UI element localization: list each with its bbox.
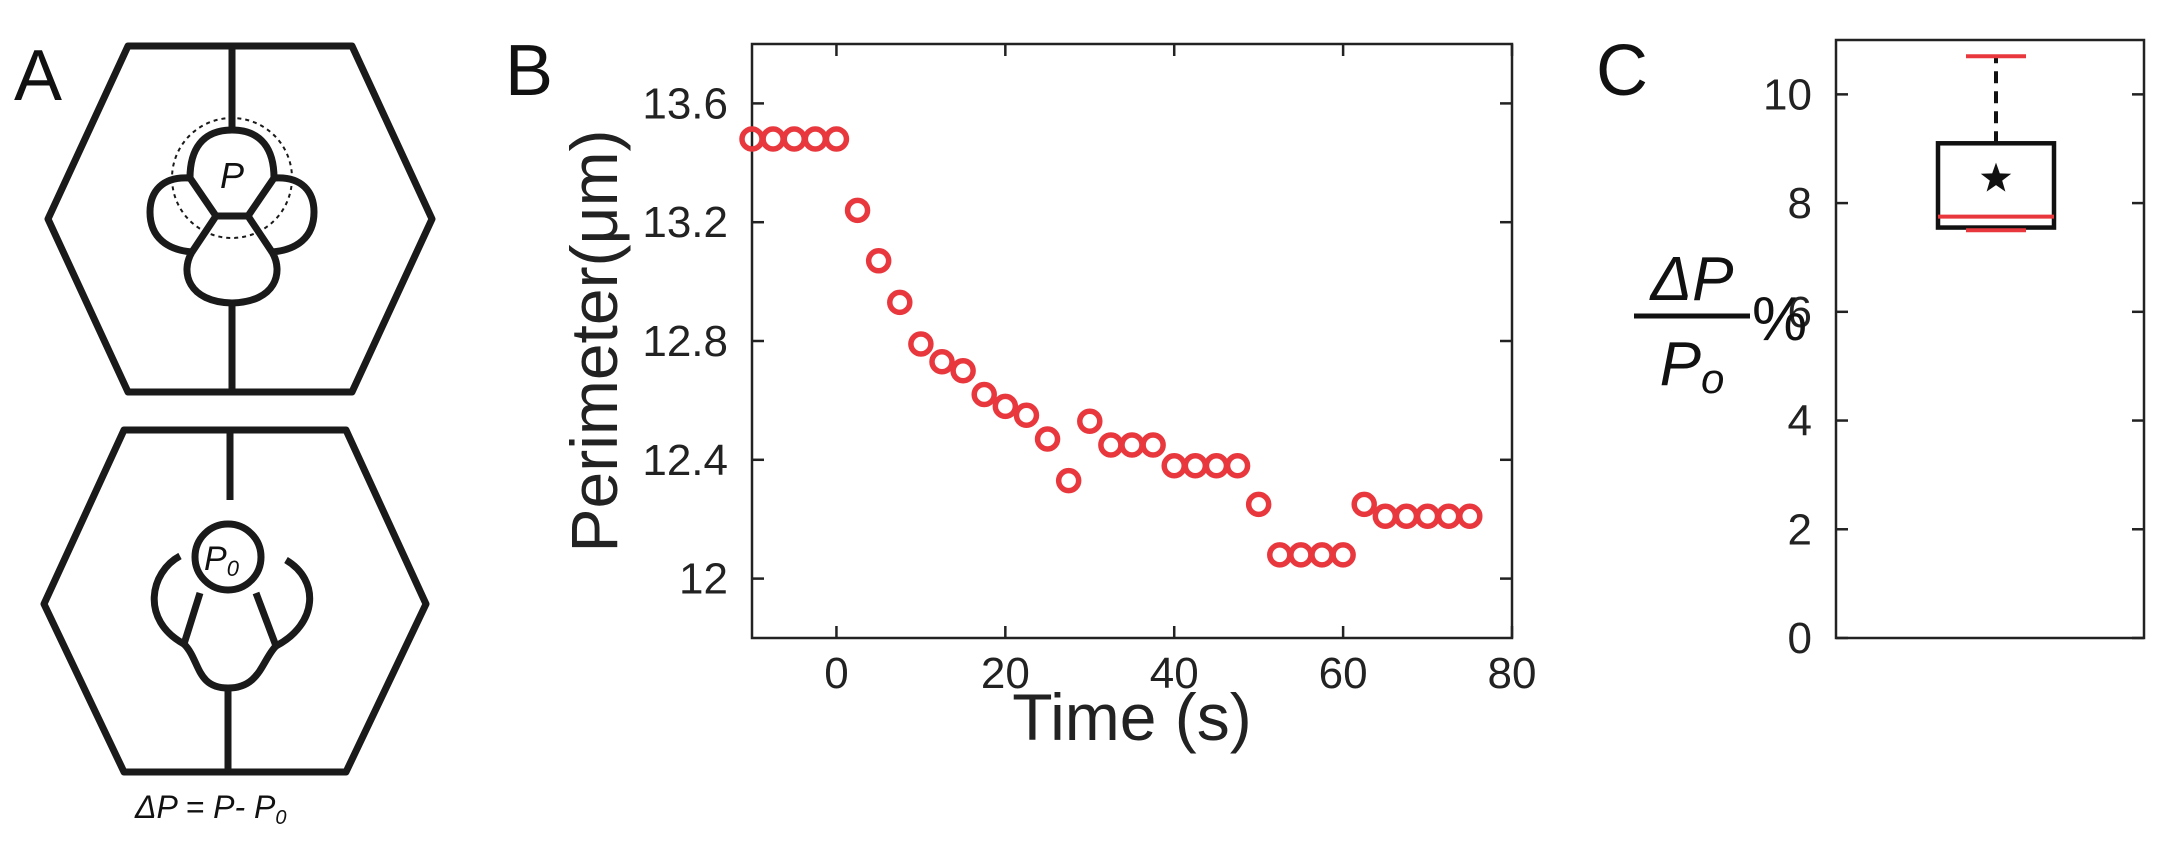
- data-point: [971, 381, 997, 408]
- y-tick-label-b: 13.2: [642, 198, 728, 247]
- data-point: [1098, 432, 1124, 458]
- data-point: [823, 126, 850, 152]
- data-point: [1457, 503, 1483, 529]
- y-tick-label-b: 12: [679, 555, 728, 604]
- x-tick-label-b: 40: [1150, 649, 1199, 698]
- tick-marks-b: [752, 44, 1514, 638]
- data-point: [1351, 491, 1377, 518]
- y-axis-label-c: ΔP Po %: [1634, 245, 1807, 402]
- data-point: [1245, 491, 1272, 518]
- data-point: [1077, 408, 1103, 434]
- y-tick-label-c: 0: [1788, 614, 1812, 663]
- data-point: [781, 126, 807, 152]
- data-point: [992, 393, 1019, 420]
- rosette-divider-4: [189, 214, 219, 254]
- isolated-cell: [191, 520, 265, 594]
- data-point: [1055, 467, 1082, 494]
- data-point: [1414, 503, 1441, 529]
- panel-a: A P P0 ΔP = P- P0: [14, 36, 436, 829]
- right-cell-arc: [274, 556, 313, 650]
- ylabel-percent: %: [1752, 285, 1807, 354]
- y-tick-label-c: 2: [1788, 505, 1812, 554]
- perimeter-dotted-circle: [171, 117, 293, 239]
- ylabel-numerator: ΔP: [1649, 245, 1734, 314]
- data-point: [760, 126, 786, 152]
- rosette-divider-5: [245, 214, 275, 254]
- panel-letter-b: B: [505, 31, 553, 111]
- data-point: [1161, 452, 1187, 479]
- x-tick-label-b: 0: [824, 649, 848, 698]
- y-tick-label-b: 13.6: [642, 79, 728, 128]
- y-tick-label-c: 6: [1788, 288, 1812, 337]
- rosette-divider-2: [245, 176, 277, 218]
- y-tick-labels-c: 0 2 4 6 8 10: [1763, 70, 1812, 663]
- y-tick-label-c: 4: [1788, 397, 1812, 446]
- data-point: [1435, 503, 1462, 529]
- left-cell-arc: [150, 552, 186, 648]
- x-tick-label-b: 80: [1488, 649, 1537, 698]
- x-axis-label-b: Time (s): [1012, 680, 1252, 754]
- data-point: [1119, 432, 1145, 458]
- data-point: [1393, 503, 1420, 529]
- data-point: [950, 357, 976, 384]
- data-point: [908, 331, 934, 357]
- panel-letter-a: A: [14, 36, 62, 116]
- data-point: [1288, 542, 1314, 568]
- plot-frame-c: [1834, 38, 2146, 640]
- inner-edge-left: [180, 591, 204, 646]
- data-point: [1182, 452, 1209, 479]
- data-point: [1267, 542, 1293, 568]
- data-points-b: [739, 126, 1483, 568]
- data-point: [1203, 452, 1230, 479]
- y-tick-labels-b: 12 12.4 12.8 13.2 13.6: [642, 79, 728, 603]
- data-point: [844, 197, 871, 224]
- data-point: [1034, 426, 1061, 452]
- inner-edge-right: [252, 591, 280, 648]
- mean-star-marker: [1980, 162, 2012, 192]
- x-tick-label-b: 60: [1319, 649, 1368, 698]
- data-point: [1372, 503, 1399, 529]
- plot-frame-b: [750, 42, 1514, 640]
- y-tick-label-c: 10: [1763, 70, 1812, 119]
- panel-c: C 0 2 4 6 8 10 ΔP Po %: [1596, 31, 2146, 663]
- y-tick-label-b: 12.4: [642, 436, 728, 485]
- y-axis-label-b: Perimeter(μm): [557, 129, 631, 552]
- panel-letter-c: C: [1596, 31, 1648, 111]
- x-tick-labels-b: 0 20 40 60 80: [824, 649, 1536, 698]
- data-point: [887, 289, 913, 316]
- lower-cell-arc: [181, 641, 279, 692]
- data-point: [929, 349, 955, 375]
- hexagon-outline-bottom: [40, 426, 430, 776]
- data-point: [1140, 432, 1166, 458]
- data-point: [1013, 402, 1040, 428]
- x-tick-label-b: 20: [981, 649, 1030, 698]
- delta-p-formula: ΔP = P- P0: [134, 789, 286, 829]
- data-point: [1224, 452, 1251, 479]
- hexagon-outline-top: [44, 42, 436, 396]
- y-tick-label-b: 12.8: [642, 317, 728, 366]
- data-point: [1309, 542, 1335, 568]
- box-plot: [1935, 54, 2057, 233]
- diagram-cell-assembled: [44, 42, 436, 396]
- data-point: [802, 126, 829, 152]
- data-point: [1330, 542, 1356, 568]
- cell-label-p0: P0: [204, 540, 240, 581]
- tick-marks-c: [1836, 93, 2144, 640]
- cell-label-p: P: [220, 155, 244, 196]
- ylabel-denominator: Po: [1660, 330, 1725, 402]
- diagram-cell-separated: [40, 426, 430, 776]
- rosette-divider-1: [187, 176, 219, 218]
- iqr-box: [1935, 141, 2057, 230]
- data-point: [865, 248, 892, 274]
- y-tick-label-c: 8: [1788, 179, 1812, 228]
